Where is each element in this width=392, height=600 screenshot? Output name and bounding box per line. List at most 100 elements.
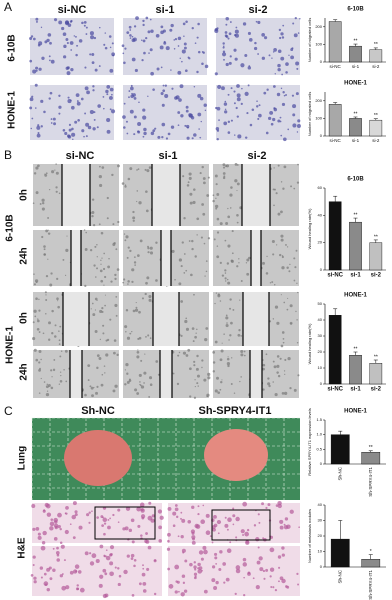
cell [126, 381, 130, 384]
cell [33, 348, 37, 352]
cell [109, 318, 112, 321]
cell [144, 292, 147, 296]
cell [126, 372, 129, 375]
cell [32, 202, 35, 205]
cell [129, 167, 133, 171]
cell [202, 177, 206, 180]
cell [282, 24, 285, 27]
column-header: si-1 [156, 4, 175, 16]
cell [90, 35, 95, 40]
cell [124, 526, 129, 531]
cell [29, 97, 34, 102]
cell [104, 32, 107, 34]
cell [147, 251, 150, 254]
cell [279, 253, 282, 257]
y-tick-label: 10 [318, 365, 323, 370]
cell [127, 283, 129, 285]
cell [89, 249, 93, 252]
cell [201, 359, 204, 362]
cell [286, 308, 289, 311]
cell [40, 26, 43, 29]
cell [43, 245, 46, 248]
cell [106, 129, 111, 134]
cell [43, 110, 46, 114]
cell [197, 562, 201, 567]
cell [232, 523, 235, 526]
cell [230, 383, 233, 385]
bar [349, 118, 362, 137]
cell [238, 258, 240, 260]
cell [33, 283, 36, 286]
micrograph [168, 546, 300, 596]
cell [222, 166, 226, 169]
cell [184, 69, 188, 73]
x-tick-label: si-2 [371, 273, 382, 279]
cell [123, 569, 128, 575]
cell [256, 560, 261, 565]
cell [49, 41, 52, 45]
cell [288, 54, 290, 57]
cell [58, 192, 61, 195]
cell [152, 129, 156, 133]
cell [45, 274, 49, 278]
cell [228, 32, 232, 36]
y-tick-label: 50 [318, 301, 323, 306]
cell [84, 248, 88, 251]
cell [110, 93, 113, 96]
cell [185, 269, 188, 272]
cell [175, 95, 180, 100]
cell [184, 124, 187, 127]
cell [36, 133, 41, 138]
cell [83, 135, 85, 138]
cell [188, 176, 192, 180]
cell [236, 265, 239, 268]
cell [255, 585, 260, 590]
chart-title: HONE-1 [344, 293, 367, 299]
cell [262, 359, 264, 361]
cell [224, 277, 227, 280]
cell [66, 71, 71, 76]
cell [35, 191, 39, 195]
cell [180, 517, 182, 520]
cell [62, 258, 65, 261]
cell [85, 135, 88, 138]
cell [34, 107, 37, 109]
cell [198, 550, 204, 555]
cell [59, 371, 62, 373]
cell [240, 280, 243, 282]
cell [242, 501, 248, 507]
significance: ** [354, 111, 358, 117]
cell [104, 46, 108, 50]
cell [111, 173, 114, 177]
cell [71, 105, 75, 110]
cell [60, 350, 63, 353]
inset-box [94, 506, 156, 540]
cell [126, 336, 131, 340]
cell [216, 138, 219, 141]
cell [194, 523, 199, 529]
cell [100, 383, 104, 387]
cell [105, 89, 109, 94]
cell [72, 501, 77, 506]
cell [231, 230, 234, 233]
cell [49, 283, 53, 287]
cell [129, 332, 132, 335]
cell [296, 319, 298, 321]
y-tick-label: 60 [318, 185, 323, 190]
cell [196, 354, 199, 358]
cell [248, 256, 251, 260]
cell [104, 572, 108, 576]
cell [35, 66, 39, 70]
cell [93, 118, 96, 121]
cell [196, 36, 199, 39]
cell [111, 52, 116, 57]
cell [196, 374, 200, 378]
cell [40, 99, 44, 103]
cell [58, 112, 61, 115]
cell [89, 385, 92, 388]
cell [215, 204, 219, 209]
cell [212, 361, 216, 364]
cell [78, 525, 83, 530]
cell [51, 376, 53, 378]
cell [29, 36, 33, 41]
